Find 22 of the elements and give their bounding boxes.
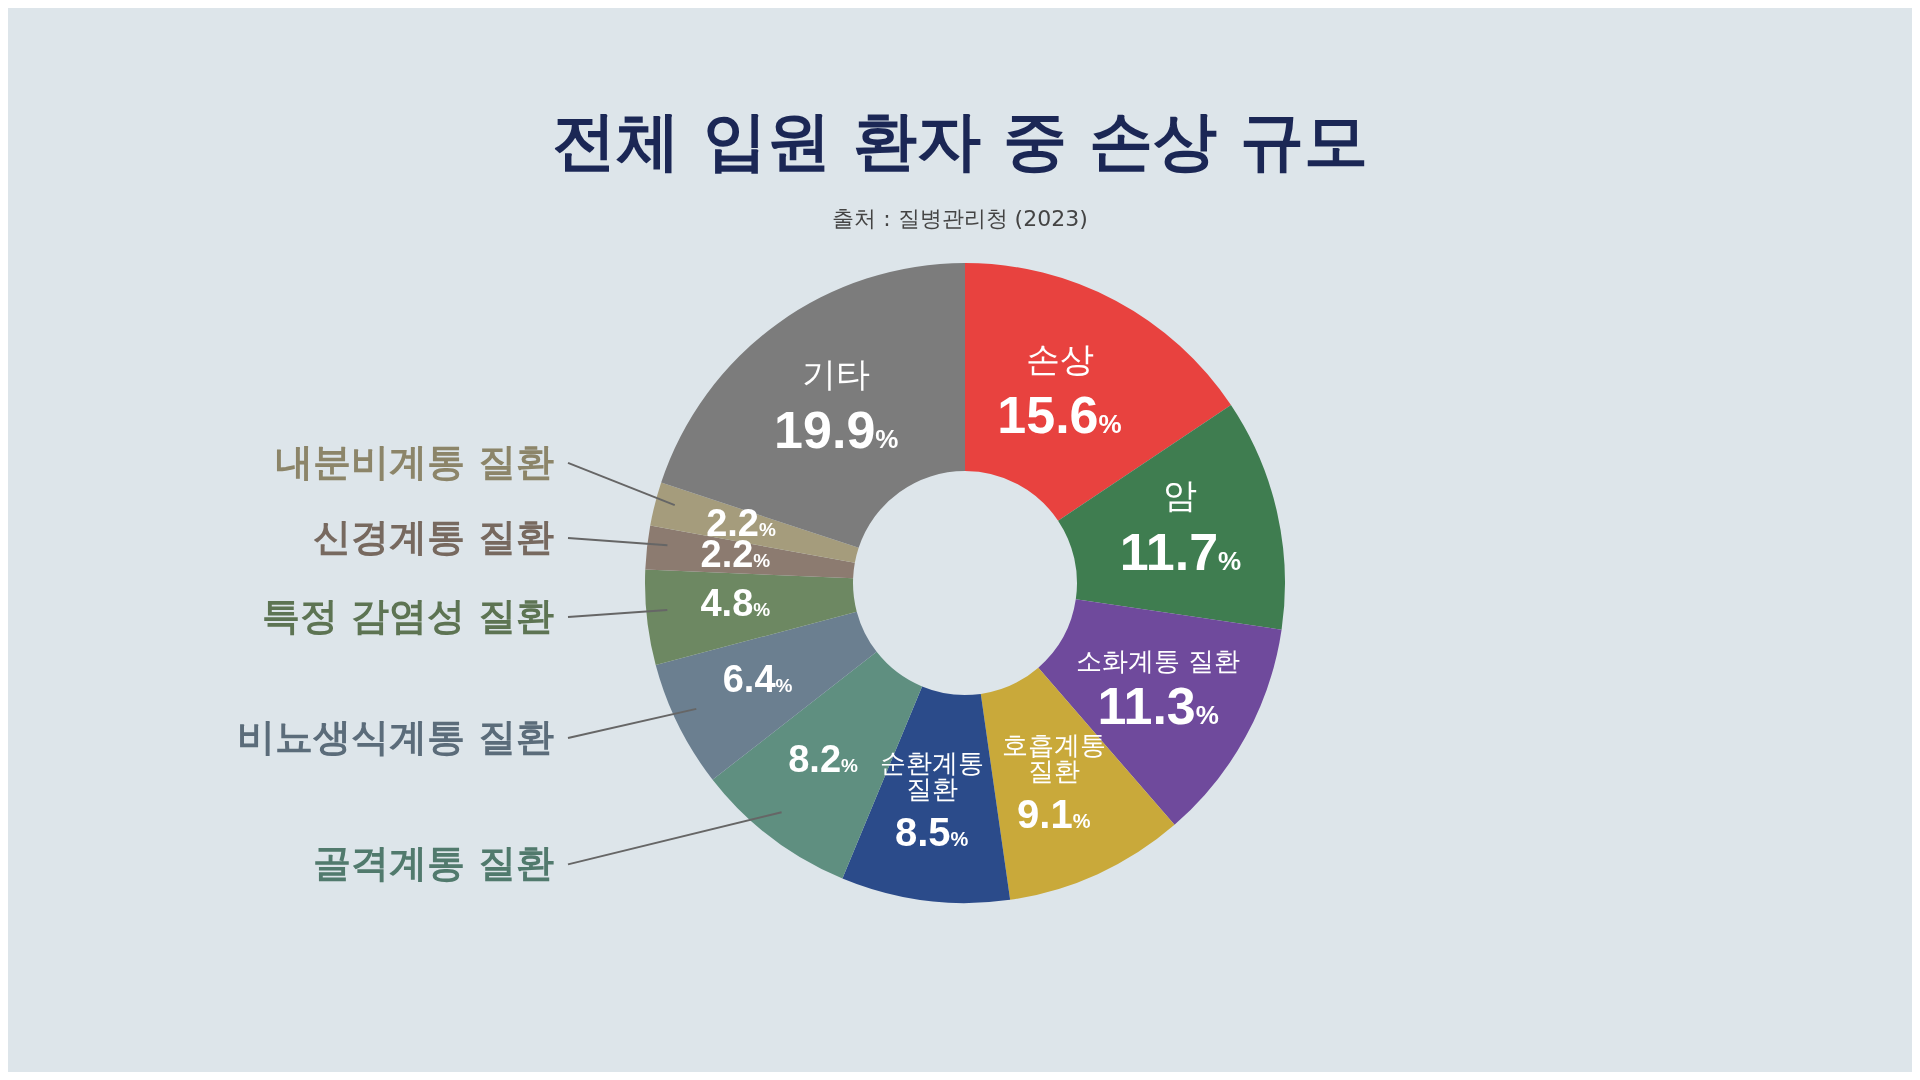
slice-label: 소화계통 질환 — [1076, 645, 1241, 676]
data-label: 6.4% — [722, 658, 793, 701]
data-label: 11.7% — [1119, 522, 1242, 581]
slice-label: 신경계통 질환 — [312, 514, 554, 559]
data-label: 9.1% — [1017, 791, 1091, 836]
slice-label: 비뇨생식계통 질환 — [236, 715, 554, 760]
slice-label: 기타 — [802, 353, 871, 394]
slice-label: 순환계통 질환 — [879, 748, 984, 805]
data-label: 15.6% — [997, 386, 1122, 445]
slice-label: 내분비계통 질환 — [274, 439, 554, 484]
data-label: 8.2% — [788, 737, 859, 780]
donut-slice — [645, 569, 857, 666]
chart-title: 전체 입원 환자 중 손상 규모 — [551, 103, 1369, 180]
data-label: 19.9% — [774, 401, 899, 460]
data-label: 8.5% — [894, 810, 969, 855]
slice-label: 손상 — [1025, 338, 1094, 379]
data-label: 4.8% — [700, 582, 771, 625]
slice-label: 특정 감염성 질환 — [261, 593, 554, 638]
source-note: 출처 : 질병관리청 (2023) — [831, 205, 1089, 233]
slice-label: 암 — [1163, 475, 1198, 516]
donut-slice — [965, 263, 1231, 521]
slice-label: 골격계통 질환 — [312, 841, 554, 886]
